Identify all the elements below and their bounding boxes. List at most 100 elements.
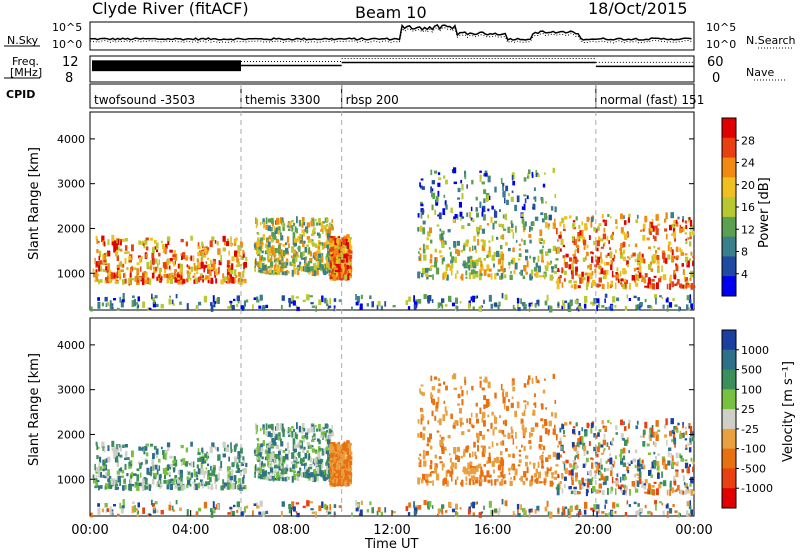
scatter-cell	[268, 475, 273, 480]
scatter-cell	[568, 302, 573, 305]
scatter-cell	[107, 456, 111, 463]
scatter-cell	[539, 435, 543, 442]
scatter-cell	[638, 262, 641, 267]
scatter-cell	[577, 438, 581, 442]
scatter-cell	[202, 279, 204, 283]
scatter-cell	[483, 505, 485, 510]
scatter-cell	[615, 273, 620, 278]
scatter-cell	[689, 277, 692, 281]
scatter-cell	[314, 255, 317, 261]
scatter-cell	[510, 465, 514, 470]
cpid-segment-label: twofsound -3503	[94, 93, 195, 107]
scatter-cell	[633, 295, 637, 299]
scatter-cell	[304, 435, 306, 438]
scatter-cell	[197, 262, 201, 269]
scatter-cell	[239, 249, 241, 252]
scatter-cell	[102, 474, 105, 478]
scatter-cell	[344, 471, 347, 478]
scatter-cell	[302, 472, 305, 478]
scatter-cell	[245, 256, 248, 261]
scatter-cell	[472, 501, 475, 509]
scatter-cell	[503, 274, 507, 279]
scatter-cell	[315, 219, 317, 222]
scatter-cell	[493, 508, 498, 513]
scatter-cell	[98, 485, 100, 491]
scatter-cell	[574, 299, 578, 304]
scatter-cell	[502, 392, 504, 397]
scatter-cell	[636, 420, 639, 425]
scatter-cell	[641, 459, 644, 464]
scatter-cell	[575, 422, 578, 427]
scatter-cell	[340, 465, 344, 469]
scatter-cell	[484, 379, 488, 383]
scatter-cell	[610, 259, 614, 265]
scatter-cell	[449, 457, 452, 463]
scatter-cell	[271, 476, 274, 480]
scatter-cell	[508, 261, 511, 266]
scatter-cell	[164, 270, 166, 273]
scatter-cell	[577, 454, 579, 460]
scatter-cell	[466, 184, 468, 189]
scatter-cell	[285, 262, 289, 266]
scatter-cell	[271, 217, 274, 225]
scatter-cell	[392, 511, 396, 514]
scatter-cell	[105, 252, 108, 257]
noise-left-tick-top: 10^5	[52, 21, 82, 34]
scatter-cell	[523, 409, 526, 417]
scatter-cell	[255, 431, 258, 435]
scatter-cell	[655, 297, 657, 305]
scatter-cell	[488, 500, 492, 508]
scatter-cell	[233, 475, 237, 482]
scatter-cell	[634, 243, 638, 248]
scatter-cell	[94, 478, 98, 481]
scatter-cell	[491, 460, 495, 467]
scatter-cell	[600, 246, 604, 249]
scatter-cell	[342, 444, 346, 451]
scatter-cell	[689, 258, 691, 262]
scatter-cell	[628, 450, 630, 454]
scatter-cell	[518, 243, 522, 247]
scatter-cell	[142, 243, 145, 246]
scatter-cell	[351, 306, 353, 311]
scatter-cell	[257, 438, 260, 442]
scatter-cell	[190, 472, 193, 478]
scatter-cell	[105, 472, 108, 477]
scatter-cell	[119, 239, 122, 246]
scatter-cell	[673, 437, 677, 445]
scatter-cell	[502, 420, 505, 425]
scatter-cell	[310, 508, 314, 511]
scatter-cell	[256, 502, 259, 506]
scatter-cell	[237, 245, 241, 251]
scatter-cell	[345, 449, 349, 452]
scatter-cell	[628, 213, 631, 218]
scatter-cell	[529, 227, 534, 231]
scatter-cell	[512, 247, 515, 253]
scatter-cell	[182, 279, 186, 284]
scatter-cell	[501, 234, 505, 240]
scatter-cell	[539, 481, 543, 484]
scatter-cell	[479, 268, 482, 275]
scatter-cell	[478, 512, 482, 518]
scatter-cell	[252, 510, 254, 516]
scatter-cell	[288, 243, 290, 248]
scatter-cell	[269, 467, 274, 473]
scatter-cell	[584, 272, 588, 276]
scatter-cell	[626, 294, 629, 299]
scatter-cell	[563, 484, 566, 488]
scatter-cell	[326, 450, 329, 456]
scatter-cell	[522, 276, 526, 280]
scatter-cell	[631, 481, 635, 487]
scatter-cell	[293, 444, 297, 449]
scatter-cell	[634, 449, 638, 454]
scatter-cell	[618, 486, 622, 490]
scatter-cell	[294, 226, 297, 233]
scatter-cell	[575, 472, 578, 478]
scatter-cell	[154, 464, 158, 470]
scatter-cell	[340, 259, 344, 263]
scatter-cell	[144, 479, 148, 485]
scatter-cell	[236, 258, 240, 263]
scatter-cell	[672, 226, 675, 229]
scatter-cell	[305, 469, 309, 474]
scatter-cell	[222, 453, 226, 458]
